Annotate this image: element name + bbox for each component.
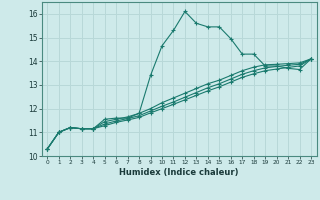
X-axis label: Humidex (Indice chaleur): Humidex (Indice chaleur) <box>119 168 239 177</box>
